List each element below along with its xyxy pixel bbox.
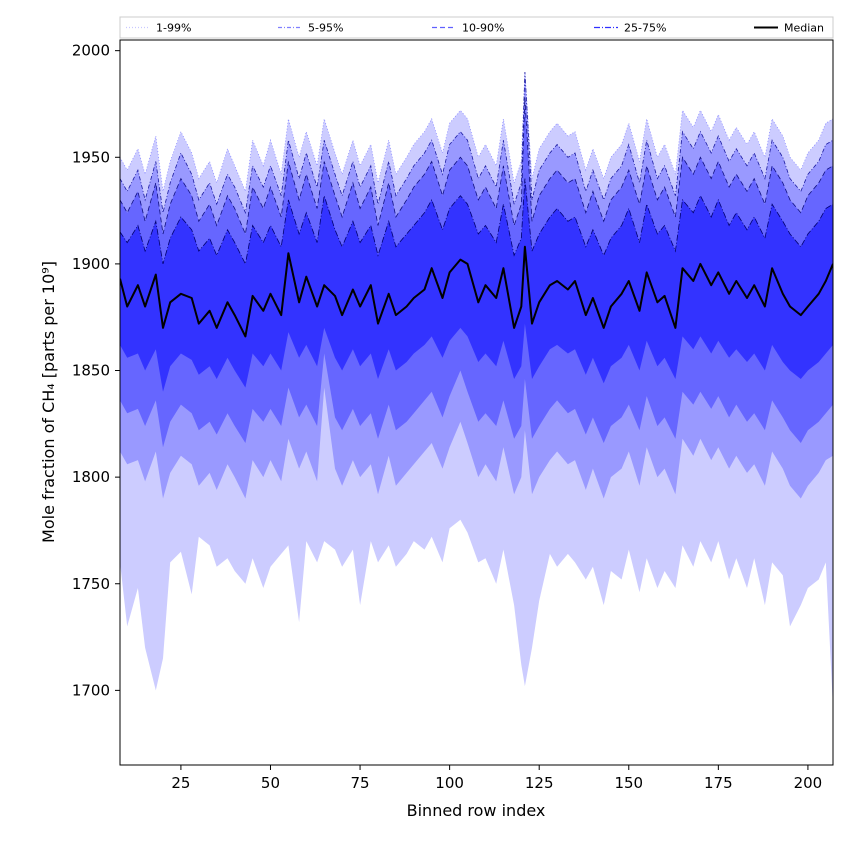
median-layer: [120, 245, 833, 338]
y-tick-label: 1800: [72, 468, 110, 486]
legend-label: 5-95%: [308, 22, 343, 35]
median-line: [120, 245, 833, 338]
y-tick-label: 1700: [72, 681, 110, 699]
y-axis-title: Mole fraction of CH₄ [parts per 10⁹]: [39, 261, 58, 543]
x-tick-label: 125: [525, 774, 554, 792]
legend-label: 25-75%: [624, 22, 666, 35]
legend-label: Median: [784, 22, 824, 35]
y-axis-ticks: 1700 1750 1800 1850 1900 1950 2000: [72, 42, 120, 699]
x-tick-label: 100: [435, 774, 464, 792]
x-tick-label: 175: [704, 774, 733, 792]
x-axis-title: Binned row index: [407, 801, 546, 820]
x-tick-label: 25: [171, 774, 190, 792]
legend-box: [119, 16, 834, 39]
edge-75: [120, 178, 833, 266]
x-tick-label: 50: [261, 774, 280, 792]
y-tick-label: 1900: [72, 255, 110, 273]
edge-99: [120, 71, 833, 193]
x-tick-label: 150: [614, 774, 643, 792]
y-tick-label: 1750: [72, 575, 110, 593]
legend-label: 1-99%: [156, 22, 191, 35]
y-tick-label: 1950: [72, 148, 110, 166]
percentile-bands: [120, 72, 833, 708]
edge-90: [120, 97, 833, 236]
x-axis-ticks: 25 50 75 100 125 150 175 200: [171, 765, 822, 792]
x-tick-label: 200: [794, 774, 823, 792]
legend: 1-99% 5-95% 10-90% 25-75% Median: [119, 16, 834, 39]
y-tick-label: 2000: [72, 42, 110, 60]
percentile-band-edges: [120, 71, 833, 266]
plot-frame: [119, 39, 834, 766]
legend-label: 10-90%: [462, 22, 504, 35]
x-tick-label: 75: [351, 774, 370, 792]
y-tick-label: 1850: [72, 362, 110, 380]
edge-95: [120, 71, 833, 215]
